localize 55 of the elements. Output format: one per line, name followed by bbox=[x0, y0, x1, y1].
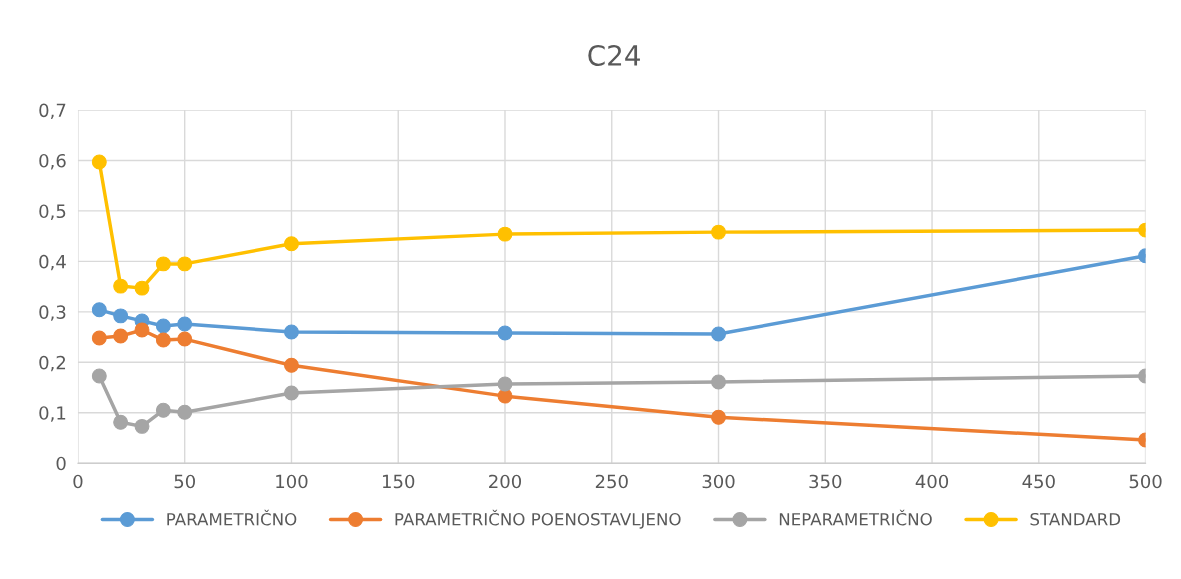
point bbox=[177, 256, 193, 272]
point bbox=[711, 409, 726, 425]
point bbox=[134, 280, 150, 296]
point bbox=[91, 302, 107, 318]
legend-label: NEPARAMETRIČNO bbox=[779, 509, 932, 526]
x-tick-label: 350 bbox=[809, 474, 842, 489]
point bbox=[497, 388, 513, 404]
legend-label: STANDARD bbox=[1030, 512, 1121, 526]
point bbox=[155, 318, 171, 334]
point bbox=[113, 414, 129, 430]
point bbox=[284, 357, 299, 373]
point bbox=[113, 308, 129, 324]
x-tick-label: 450 bbox=[1022, 474, 1055, 489]
point bbox=[497, 376, 513, 392]
point bbox=[177, 316, 193, 332]
point bbox=[711, 224, 726, 240]
x-tick-label: 100 bbox=[276, 474, 308, 489]
point bbox=[155, 332, 171, 348]
point bbox=[177, 404, 193, 420]
x-tick-label: 300 bbox=[702, 474, 735, 489]
y-tick-label: 0,1 bbox=[39, 406, 66, 422]
y-tick-label: 0,2 bbox=[39, 355, 66, 372]
point bbox=[113, 328, 129, 344]
point bbox=[134, 322, 150, 338]
point bbox=[91, 330, 107, 346]
point bbox=[284, 324, 299, 340]
legend-label: PARAMETRIČNO POENOSTAVLJENO bbox=[395, 509, 681, 529]
point bbox=[134, 418, 150, 434]
point bbox=[91, 154, 107, 170]
point bbox=[155, 402, 171, 418]
point bbox=[284, 236, 299, 252]
point bbox=[284, 385, 299, 401]
point bbox=[711, 374, 726, 390]
legend-label: PARAMETRIČNO bbox=[167, 509, 297, 526]
x-tick-label: 0 bbox=[73, 474, 83, 489]
x-tick-label: 250 bbox=[595, 474, 628, 489]
point bbox=[113, 278, 129, 294]
y-tick-label: 0 bbox=[56, 456, 66, 471]
point bbox=[155, 256, 171, 272]
chart-title: C24 bbox=[588, 44, 640, 66]
point bbox=[497, 325, 513, 341]
y-tick-label: 0,5 bbox=[39, 204, 66, 220]
y-tick-label: 0,4 bbox=[39, 254, 66, 271]
x-tick-label: 500 bbox=[1129, 474, 1162, 489]
y-tick-label: 0,3 bbox=[39, 305, 66, 321]
point bbox=[497, 226, 513, 242]
y-tick-label: 0,6 bbox=[39, 153, 66, 170]
x-tick-label: 150 bbox=[382, 474, 415, 489]
point bbox=[711, 326, 726, 342]
y-tick-label: 0,7 bbox=[39, 103, 66, 119]
x-tick-label: 200 bbox=[489, 474, 522, 489]
point bbox=[177, 331, 193, 347]
point bbox=[91, 368, 107, 384]
x-tick-label: 400 bbox=[915, 474, 949, 489]
x-tick-label: 50 bbox=[174, 474, 195, 489]
